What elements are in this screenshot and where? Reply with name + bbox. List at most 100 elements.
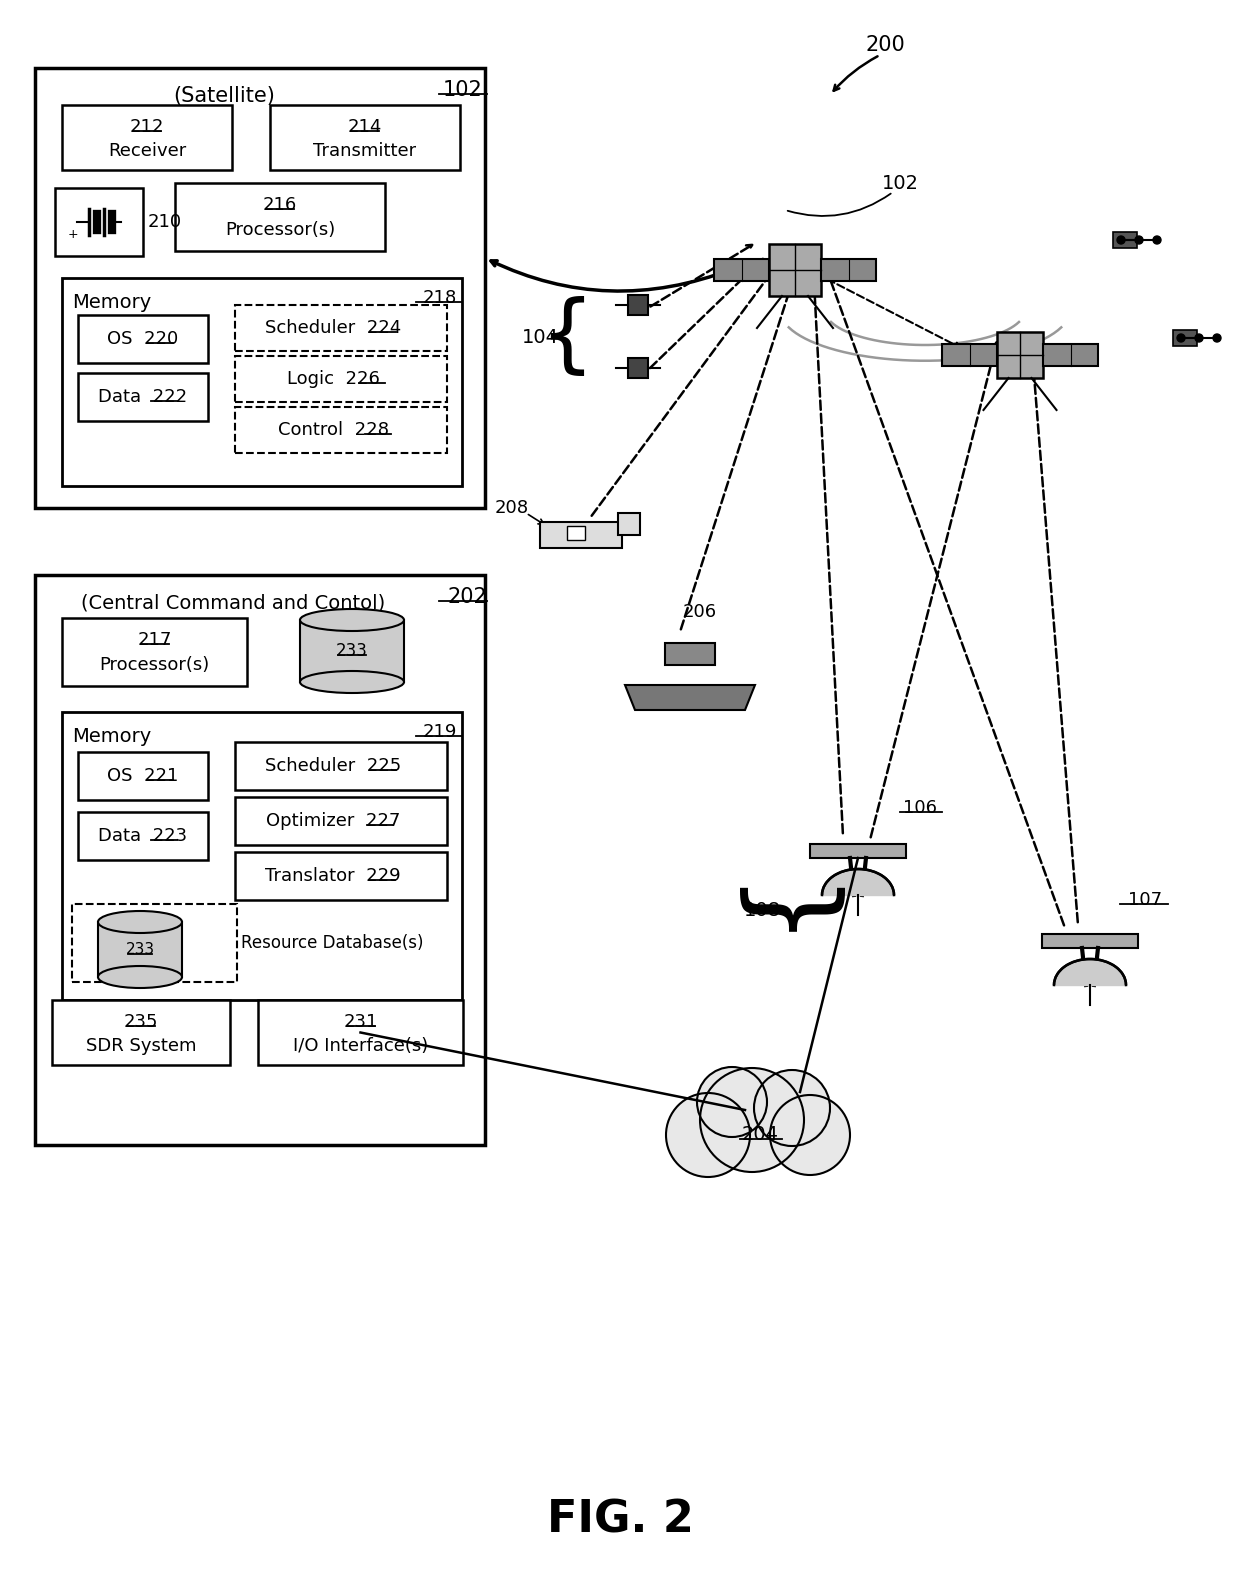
Text: Data  223: Data 223: [98, 826, 187, 845]
Text: Logic  226: Logic 226: [286, 370, 379, 388]
Bar: [1173, 329, 1197, 347]
Text: OS  220: OS 220: [108, 329, 179, 348]
Bar: [78, 315, 208, 363]
Text: Translator  229: Translator 229: [265, 867, 401, 885]
Bar: [942, 344, 997, 366]
Text: Memory: Memory: [72, 293, 151, 312]
Text: 235: 235: [124, 1013, 159, 1031]
Bar: [300, 621, 404, 682]
Circle shape: [697, 1067, 768, 1137]
Text: 104: 104: [522, 328, 558, 347]
Text: Processor(s): Processor(s): [99, 655, 210, 674]
Bar: [258, 1000, 463, 1065]
Circle shape: [754, 1070, 830, 1146]
Bar: [769, 244, 821, 296]
Bar: [1042, 934, 1138, 948]
Text: {: {: [539, 296, 594, 378]
Text: 108: 108: [744, 901, 780, 920]
Bar: [78, 812, 208, 860]
Text: 102: 102: [443, 81, 482, 100]
Bar: [236, 306, 446, 351]
Bar: [98, 921, 182, 977]
Text: FIG. 2: FIG. 2: [547, 1499, 693, 1542]
Circle shape: [1177, 334, 1185, 342]
Bar: [72, 904, 237, 981]
Circle shape: [1153, 236, 1161, 244]
Bar: [810, 844, 906, 858]
Bar: [627, 294, 649, 315]
Text: 106: 106: [903, 799, 937, 817]
Bar: [236, 852, 446, 901]
Bar: [1043, 344, 1097, 366]
Bar: [821, 260, 875, 282]
Text: 216: 216: [263, 196, 298, 214]
Bar: [62, 617, 247, 685]
Text: 206: 206: [683, 603, 717, 621]
Bar: [78, 752, 208, 799]
Text: OS  221: OS 221: [108, 768, 179, 785]
Text: 102: 102: [882, 174, 919, 193]
Text: 219: 219: [423, 723, 458, 741]
Text: 107: 107: [1128, 891, 1162, 909]
Text: 204: 204: [742, 1126, 779, 1145]
Text: 208: 208: [495, 499, 529, 518]
Text: (Satellite): (Satellite): [174, 85, 275, 106]
Text: 214: 214: [347, 119, 382, 136]
Polygon shape: [625, 685, 755, 711]
Text: (Central Command and Contol): (Central Command and Contol): [81, 594, 386, 613]
Bar: [55, 188, 143, 256]
Circle shape: [1117, 236, 1125, 244]
Bar: [714, 260, 769, 282]
Ellipse shape: [300, 609, 404, 632]
Bar: [270, 104, 460, 169]
Text: Receiver: Receiver: [108, 142, 186, 160]
Text: {: {: [727, 860, 837, 931]
Ellipse shape: [300, 671, 404, 693]
Bar: [539, 522, 622, 548]
Bar: [236, 407, 446, 453]
Text: 218: 218: [423, 290, 458, 307]
Text: 233: 233: [336, 643, 368, 660]
Text: Data  222: Data 222: [98, 388, 187, 405]
Ellipse shape: [98, 910, 182, 932]
Text: Transmitter: Transmitter: [314, 142, 417, 160]
Circle shape: [1213, 334, 1221, 342]
Bar: [52, 1000, 229, 1065]
Bar: [62, 712, 463, 1000]
Bar: [618, 513, 640, 535]
Text: Scheduler  225: Scheduler 225: [265, 757, 401, 776]
Bar: [62, 279, 463, 486]
Text: Optimizer  227: Optimizer 227: [265, 812, 401, 829]
Bar: [78, 374, 208, 421]
Text: I/O Interface(s): I/O Interface(s): [293, 1037, 428, 1054]
Bar: [1114, 233, 1137, 249]
Bar: [175, 184, 384, 252]
Text: Resource Database(s): Resource Database(s): [241, 934, 423, 951]
Bar: [997, 332, 1043, 378]
Bar: [35, 575, 485, 1145]
Text: Control  228: Control 228: [278, 421, 388, 438]
Bar: [236, 742, 446, 790]
Text: SDR System: SDR System: [86, 1037, 196, 1054]
Text: +: +: [68, 228, 78, 241]
Text: Memory: Memory: [72, 727, 151, 746]
Circle shape: [1135, 236, 1143, 244]
Circle shape: [701, 1069, 804, 1171]
Bar: [236, 356, 446, 402]
Bar: [665, 643, 715, 665]
Text: Processor(s): Processor(s): [224, 222, 335, 239]
Bar: [236, 796, 446, 845]
Ellipse shape: [98, 966, 182, 988]
Bar: [567, 526, 585, 540]
Circle shape: [1195, 334, 1203, 342]
Bar: [627, 358, 649, 378]
Text: Scheduler  224: Scheduler 224: [265, 320, 401, 337]
Text: 210: 210: [148, 214, 182, 231]
Text: 202: 202: [448, 587, 487, 606]
Text: 231: 231: [343, 1013, 378, 1031]
Bar: [35, 68, 485, 508]
Text: 200: 200: [866, 35, 905, 55]
Bar: [62, 104, 232, 169]
Circle shape: [666, 1092, 750, 1178]
Circle shape: [770, 1095, 849, 1175]
